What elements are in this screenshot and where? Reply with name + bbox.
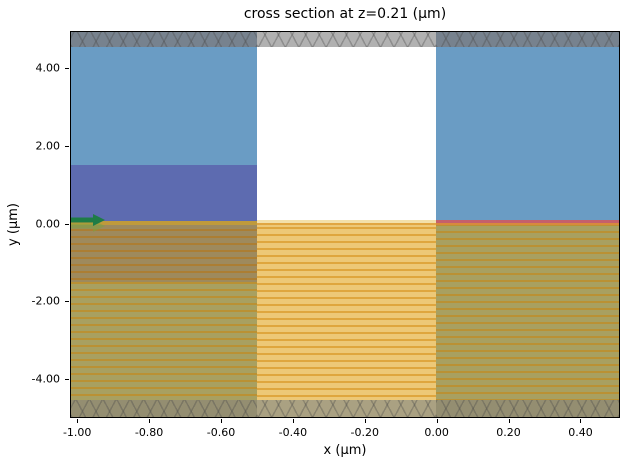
- x-tick-mark: [508, 419, 510, 423]
- plot-title: cross section at z=0.21 (μm): [243, 6, 447, 22]
- x-tick-label: -0.80: [134, 426, 164, 439]
- x-axis-ticks: -1.00 -0.80 -0.60 -0.40 -0.20 0.00 0.20 0.40: [63, 418, 620, 448]
- monitor-right-red-segment: [436, 220, 619, 224]
- pml-top-middle: [257, 32, 437, 48]
- y-tick-label: -4.00: [31, 372, 60, 386]
- x-tick-label: -0.60: [206, 426, 236, 439]
- x-tick-label: -0.20: [350, 426, 379, 439]
- plot-area: [70, 31, 620, 418]
- x-tick-label: 0.00: [424, 426, 449, 439]
- y-axis-label-wrap: y (μm): [0, 31, 26, 418]
- slab-left-purple: [71, 165, 258, 222]
- x-tick-mark: [220, 419, 222, 423]
- x-tick-mark: [77, 419, 79, 423]
- background-right-blue: [436, 47, 619, 222]
- etched-gap-white: [257, 47, 437, 220]
- source-arrow-icon-body: [71, 217, 94, 223]
- y-tick-mark: [65, 145, 69, 147]
- layer-stack-left-lower: [71, 281, 258, 417]
- y-tick-mark: [65, 223, 69, 225]
- source-arrow-halo-body: [71, 223, 94, 229]
- monitor-left-segment: [71, 221, 258, 226]
- pml-bottom-middle: [257, 400, 437, 417]
- monitor-right-segment: [436, 223, 619, 226]
- monitor-middle-highlight: [257, 219, 437, 223]
- layer-stack-middle: [257, 219, 437, 417]
- pml-bottom-right: [436, 400, 619, 417]
- source-arrow-icon: [71, 213, 106, 226]
- x-tick-label: 0.40: [568, 426, 593, 439]
- y-axis-ticks: 4.00 2.00 0.00 -2.00 -4.00: [0, 31, 70, 418]
- y-axis-label: y (μm): [5, 203, 21, 246]
- y-tick-mark: [65, 67, 69, 69]
- pml-top-right: [436, 32, 619, 48]
- x-tick-label: 0.20: [496, 426, 521, 439]
- x-axis-label: x (μm): [323, 443, 367, 458]
- y-tick-label: 0.00: [35, 217, 61, 231]
- x-tick-mark: [149, 419, 151, 423]
- x-tick-mark: [364, 419, 366, 423]
- y-tick-label: 4.00: [35, 61, 61, 75]
- x-tick-label: -0.40: [278, 426, 308, 439]
- source-arrow-icon-head: [93, 213, 106, 226]
- y-tick-mark: [65, 379, 69, 381]
- y-tick-label: -2.00: [31, 294, 60, 308]
- pml-top-left: [71, 32, 258, 48]
- layer-stack-right: [436, 223, 619, 417]
- x-tick-label: -1.00: [62, 426, 92, 439]
- y-tick-mark: [65, 301, 69, 303]
- pml-bottom-left: [71, 400, 258, 417]
- monitor-middle-segment: [257, 222, 437, 226]
- x-tick-mark: [436, 419, 438, 423]
- y-tick-label: 2.00: [35, 139, 61, 153]
- x-tick-mark: [292, 419, 294, 423]
- x-tick-mark: [580, 419, 582, 423]
